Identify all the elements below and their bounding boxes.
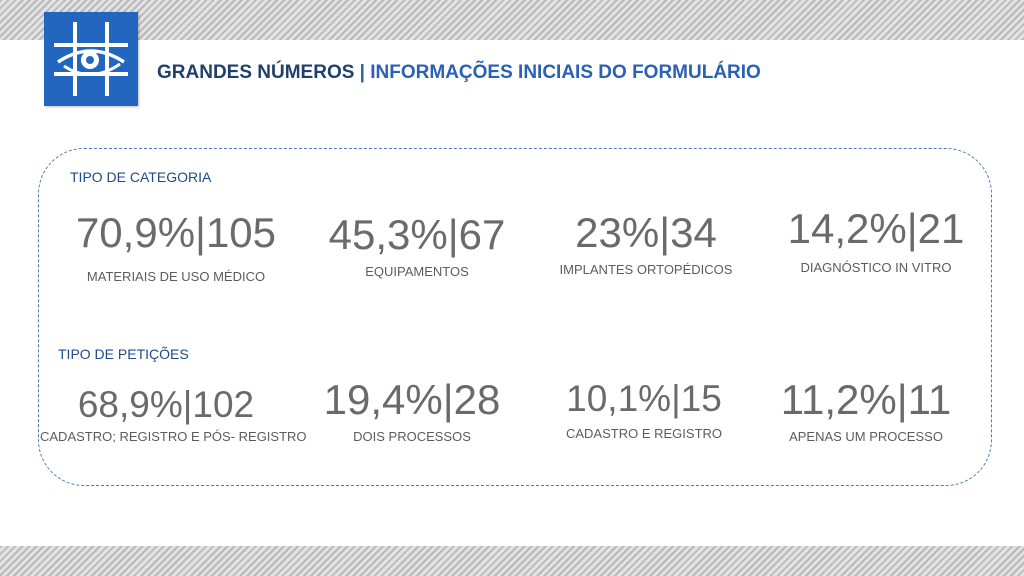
section-label-categoria: TIPO DE CATEGORIA bbox=[70, 169, 212, 185]
title-sub: INFORMAÇÕES INICIAIS DO FORMULÁRIO bbox=[370, 62, 761, 83]
stat-value: 14,2%|21 bbox=[787, 205, 965, 252]
stats-frame bbox=[38, 148, 992, 486]
stat-cadastro-registro-pos: 68,9%|102 CADASTRO; REGISTRO E PÓS- REGI… bbox=[40, 384, 307, 444]
stat-value: 70,9%|105 bbox=[75, 209, 277, 256]
stat-value: 45,3%|67 bbox=[328, 211, 506, 258]
stat-caption: MATERIAIS DE USO MÉDICO bbox=[86, 269, 266, 284]
section-label-peticoes: TIPO DE PETIÇÕES bbox=[58, 346, 189, 362]
title-main: GRANDES NÚMEROS bbox=[157, 62, 355, 83]
bottom-stripe-band bbox=[0, 546, 1024, 576]
stat-value: 68,9%|102 bbox=[77, 384, 255, 425]
stat-value: 19,4%|28 bbox=[323, 376, 501, 423]
stat-caption: IMPLANTES ORTOPÉDICOS bbox=[559, 262, 733, 277]
page-title: GRANDES NÚMEROS | INFORMAÇÕES INICIAIS D… bbox=[157, 62, 761, 84]
stat-caption: DOIS PROCESSOS bbox=[353, 429, 471, 444]
anvisa-logo-icon bbox=[44, 12, 138, 106]
top-stripe-band bbox=[0, 0, 1024, 40]
stat-caption: CADASTRO; REGISTRO E PÓS- REGISTRO bbox=[40, 429, 307, 444]
stat-equipamentos: 45,3%|67 EQUIPAMENTOS bbox=[322, 211, 512, 280]
stat-caption: CADASTRO E REGISTRO bbox=[565, 426, 723, 441]
title-separator: | bbox=[354, 62, 371, 83]
stat-cadastro-registro: 10,1%|15 CADASTRO E REGISTRO bbox=[546, 380, 742, 441]
stat-materiais: 70,9%|105 MATERIAIS DE USO MÉDICO bbox=[60, 209, 292, 285]
stat-diagnostico: 14,2%|21 DIAGNÓSTICO IN VITRO bbox=[776, 205, 976, 276]
stat-implantes: 23%|34 IMPLANTES ORTOPÉDICOS bbox=[548, 209, 744, 278]
stat-dois-processos: 19,4%|28 DOIS PROCESSOS bbox=[312, 376, 512, 445]
stat-caption: EQUIPAMENTOS bbox=[365, 264, 469, 279]
stat-value: 10,1%|15 bbox=[566, 378, 722, 419]
stat-value: 23%|34 bbox=[575, 209, 717, 256]
stat-apenas-um-processo: 11,2%|11 APENAS UM PROCESSO bbox=[766, 376, 966, 445]
stat-value: 11,2%|11 bbox=[780, 376, 952, 423]
stat-caption: APENAS UM PROCESSO bbox=[789, 429, 943, 444]
stat-caption: DIAGNÓSTICO IN VITRO bbox=[800, 260, 952, 275]
